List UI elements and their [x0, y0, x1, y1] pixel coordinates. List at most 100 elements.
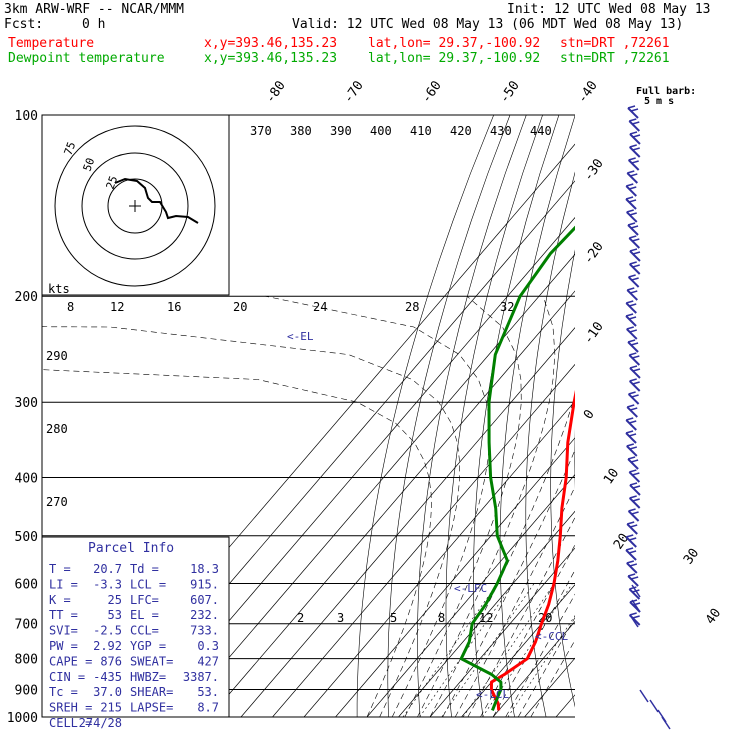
parcel-cell-9-1: 215: [100, 701, 122, 715]
hodograph-label-50: 50: [81, 156, 98, 173]
parcel-cell-2-0: K =: [49, 593, 71, 607]
isotherm--40: [303, 400, 575, 717]
theta-label-420: 420: [450, 124, 472, 138]
parcel-info-panel: Parcel Info T = 20.7 Td = 18.3 LI = -3.3 LCL =…: [41, 536, 230, 730]
parcel-cell-9-2: LAPSE=: [130, 701, 173, 715]
barb-flag: [629, 303, 637, 307]
barb-flag: [632, 472, 640, 476]
moist-adiabat-12: [467, 516, 575, 717]
barb-flag: [626, 300, 634, 304]
wind-barb-23: [626, 404, 638, 418]
parcel-cell-8-2: SHEAR=: [130, 685, 173, 699]
wind-barb-29: [629, 482, 641, 496]
profile-series: [459, 225, 575, 711]
adiabat-label-280: 280: [46, 422, 68, 436]
barb-flag: [626, 209, 634, 213]
dry-adiabat-320: [550, 249, 575, 708]
moist-adiabat--12: [265, 295, 490, 717]
speed-ticks: 8 12 16 20 24 28 32: [67, 300, 514, 314]
parcel-cell-1-3: 915.: [190, 577, 219, 591]
barb-flag: [630, 576, 639, 580]
adiabat-label-290: 290: [46, 349, 68, 363]
pressure-label-100: 100: [15, 109, 38, 124]
parcel-cell-1-1: -3.3: [93, 577, 122, 591]
valid-time: Valid: 12 UTC Wed 08 May 13 (06 MDT Wed …: [292, 17, 684, 32]
wind-barb-32: [626, 521, 638, 535]
dewpoint-latlon: lat,lon= 29.37,-100.92: [368, 51, 541, 66]
theta-label-400: 400: [370, 124, 392, 138]
barb-flag: [631, 160, 639, 164]
pressure-label-500: 500: [15, 530, 38, 545]
barb-shaft: [626, 172, 639, 184]
pressure-label-1000: 1000: [7, 711, 38, 726]
barb-shaft: [629, 250, 641, 262]
barb-flag: [630, 173, 638, 177]
barb-shaft: [627, 458, 639, 470]
barb-flag: [632, 615, 640, 619]
forecast-label: Fcst:: [4, 17, 44, 32]
mixing-ratio-label-2: 2: [297, 611, 304, 625]
speed-tick-20: 20: [233, 300, 247, 314]
pressure-label-200: 200: [15, 290, 38, 305]
barb-flag: [632, 134, 641, 138]
barb-flag: [631, 511, 639, 515]
barb-shaft: [628, 588, 641, 600]
parcel-cell-2-2: LFC=: [130, 593, 159, 607]
wind-barb-21: [628, 378, 641, 392]
wind-barb-35: [626, 560, 638, 574]
dewpoint-station: stn=DRT ,72261: [560, 51, 670, 66]
barb-flag: [632, 498, 640, 502]
parcel-cell-7-1: -435: [93, 670, 122, 684]
lcl-marker: <-LCL: [476, 688, 509, 701]
barb-flag: [629, 612, 637, 616]
isotherms: [83, 143, 575, 717]
barb-flag: [626, 534, 634, 538]
barb-shaft: [625, 549, 637, 561]
barb-flag: [629, 524, 638, 528]
theta-label-440: 440: [530, 124, 552, 138]
hodograph-center-icon: [129, 200, 141, 212]
parcel-cell-10-0: CELL =: [49, 716, 92, 730]
barb-shaft: [626, 445, 638, 457]
parcel-cell-1-0: LI =: [49, 577, 78, 591]
barb-flag: [625, 430, 634, 434]
speed-tick-12: 12: [110, 300, 124, 314]
theta-label-390: 390: [330, 124, 352, 138]
moist-adiabat--4: [417, 296, 556, 717]
barb-shaft: [625, 536, 637, 548]
low-wind-barb-4: [649, 699, 659, 713]
dry-adiabat-300: [499, 115, 575, 717]
barb-flag: [629, 131, 638, 135]
barb-flag: [632, 121, 640, 125]
barb-shaft: [627, 276, 640, 288]
barb-flag: [629, 118, 637, 122]
temperature-legend: Temperature: [8, 36, 95, 51]
barb-flag: [629, 378, 637, 382]
wind-barb-8: [626, 209, 638, 223]
parcel-cell-0-0: T =: [49, 562, 71, 576]
pressure-label-900: 900: [15, 683, 38, 698]
parcel-info-title: Parcel Info: [88, 541, 174, 556]
dry-adiabat-280: [445, 115, 543, 717]
barb-flag: [632, 485, 641, 489]
barb-flag: [628, 508, 636, 512]
pressure-label-800: 800: [15, 653, 38, 668]
series-dewpoint-temperature: [459, 225, 575, 711]
speed-tick-32: 32: [500, 300, 514, 314]
barb-flag: [629, 482, 638, 486]
dry-adiabat-250: [356, 115, 494, 717]
parcel-info-rows: T = 20.7 Td = 18.3 LI = -3.3 LCL = 915. K = 25 LFC…: [49, 562, 219, 730]
hodograph-label-75: 75: [62, 140, 79, 157]
barb-shaft: [625, 432, 637, 444]
barb-flag: [628, 433, 637, 437]
adiabat-labels: 290 280 270: [46, 349, 68, 509]
barb-flag: [629, 186, 637, 190]
moist-adiabat-4: [442, 449, 575, 717]
barb-flag: [630, 290, 638, 294]
barb-shaft: [627, 510, 640, 522]
low-wind-barb-2: [629, 614, 639, 628]
barb-shaft: [627, 393, 640, 405]
barb-shaft: [626, 211, 638, 223]
dry-adiabat-330: [574, 428, 575, 490]
barb-flag: [629, 212, 637, 216]
